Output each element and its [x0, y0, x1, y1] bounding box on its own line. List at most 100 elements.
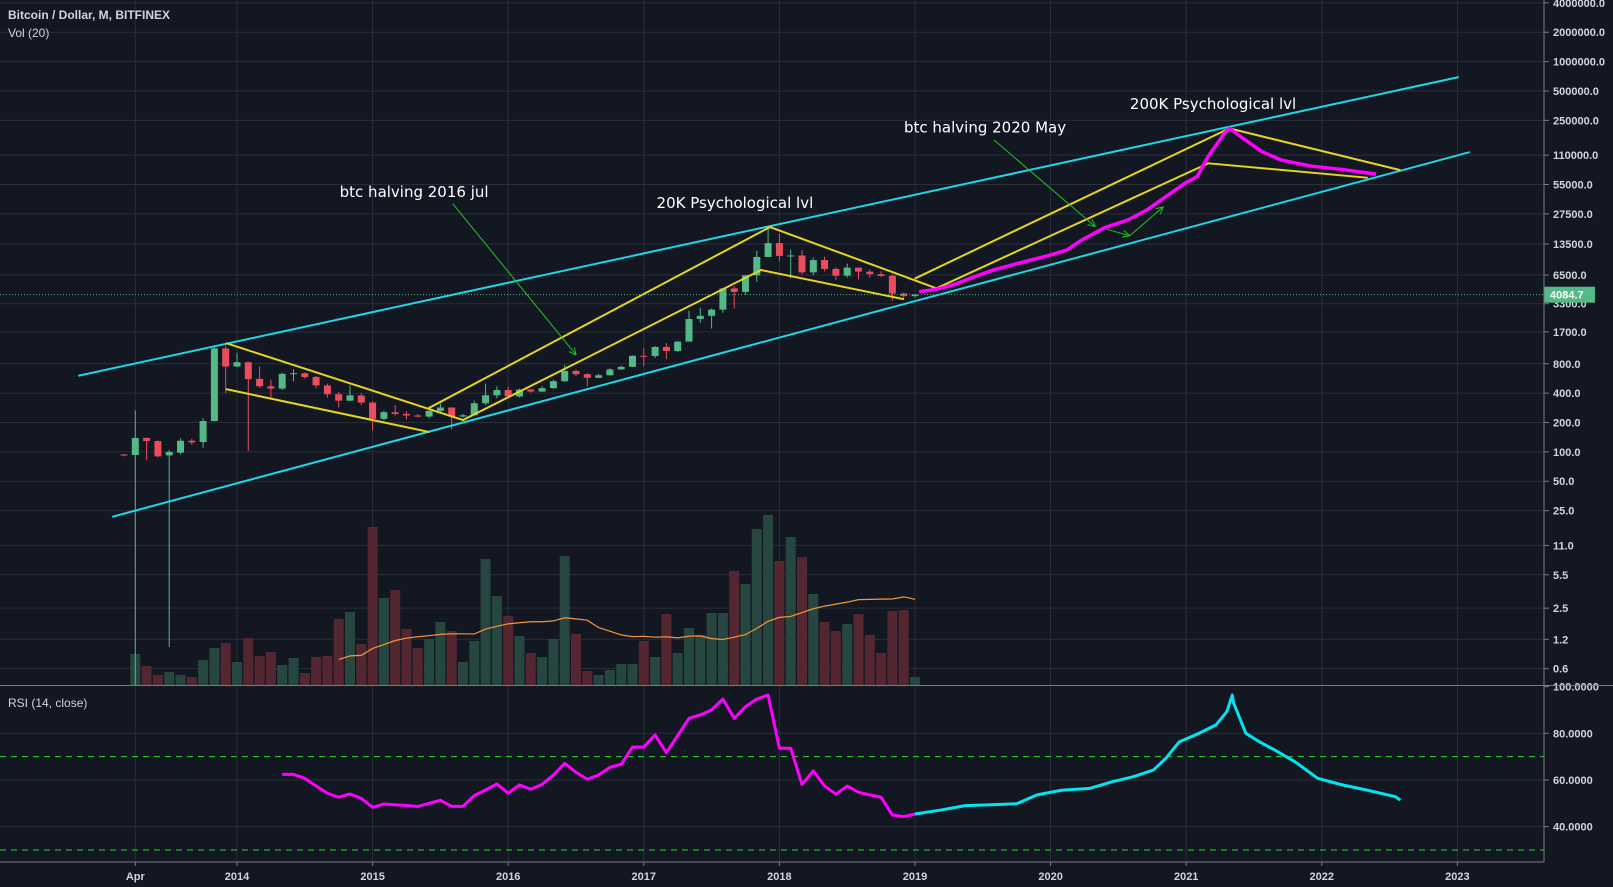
volume-bar: [570, 634, 581, 685]
volume-bar: [152, 675, 163, 685]
volume-bar: [887, 611, 898, 685]
wedge-trendline[interactable]: [1207, 162, 1368, 179]
arrow[interactable]: [1106, 228, 1131, 238]
candle-body: [628, 355, 636, 367]
volume-bar: [616, 664, 627, 685]
annotation-text[interactable]: btc halving 2016 jul: [340, 183, 489, 201]
price-tick-label: 6500.0: [1553, 270, 1587, 282]
price-tick-label: 0.6: [1553, 664, 1568, 676]
candle: [278, 372, 286, 391]
arrow[interactable]: [1129, 206, 1164, 237]
price-tick-label: 100.0: [1553, 447, 1581, 459]
volume-bar: [164, 672, 175, 685]
candle-body: [538, 388, 546, 392]
volume-bar: [435, 622, 446, 685]
candle: [651, 346, 659, 359]
candle: [730, 286, 738, 309]
channel-trendline[interactable]: [111, 151, 1470, 518]
volume-bar: [763, 515, 774, 685]
arrow-head: [1123, 230, 1131, 237]
candle: [222, 345, 230, 394]
rsi-projection-path[interactable]: [914, 693, 1402, 816]
annotation-text[interactable]: 20K Psychological lvl: [657, 194, 814, 212]
wedge-trendline[interactable]: [914, 127, 1231, 280]
candle: [527, 389, 535, 393]
volume-bar: [175, 675, 186, 685]
volume-bar: [808, 594, 819, 685]
candle: [821, 256, 829, 272]
volume-bar: [243, 638, 254, 685]
rsi-legend[interactable]: RSI (14, close): [8, 696, 88, 710]
candle-body: [730, 288, 738, 292]
candle-body: [640, 355, 648, 357]
candle-body: [866, 271, 874, 275]
wedge-trendline[interactable]: [428, 226, 772, 409]
symbol-title[interactable]: Bitcoin / Dollar, M, BITFINEX: [8, 8, 171, 22]
volume-bar: [254, 656, 265, 685]
arrow-head: [1159, 206, 1164, 215]
volume-bar: [378, 598, 389, 685]
volume-bar: [729, 571, 740, 685]
time-tick-label: 2018: [767, 871, 791, 883]
candle-body: [617, 366, 625, 370]
candle-body: [888, 275, 896, 294]
volume-bar: [830, 631, 841, 685]
candle-body: [719, 288, 727, 310]
candle: [515, 388, 523, 398]
candle-body: [561, 370, 569, 382]
volume-bar: [356, 644, 367, 685]
wedge-trendline[interactable]: [225, 388, 431, 433]
time-tick-label: Apr: [126, 871, 146, 883]
volume-ma-line: [338, 596, 916, 661]
wedge-trendline[interactable]: [225, 342, 465, 422]
candle: [267, 379, 275, 400]
annotation-text[interactable]: btc halving 2020 May: [904, 119, 1066, 137]
volume-bar: [785, 537, 796, 685]
price-tick-label: 25.0: [1553, 506, 1574, 518]
wedge-trendline[interactable]: [759, 269, 904, 300]
candle-body: [357, 395, 365, 403]
wedge-trendline[interactable]: [1228, 127, 1401, 171]
volume-bar: [672, 653, 683, 685]
annotation-text[interactable]: 200K Psychological lvl: [1130, 95, 1296, 113]
volume-bar: [299, 673, 310, 685]
volume-bar: [265, 652, 276, 685]
price-projection-path[interactable]: [918, 126, 1377, 294]
volume-legend[interactable]: Vol (20): [8, 26, 50, 40]
volume-bar: [469, 641, 480, 685]
candle: [764, 227, 772, 257]
volume-bar: [661, 614, 672, 685]
candle: [798, 250, 806, 275]
arrow-shaft: [1106, 228, 1130, 237]
candle-body: [436, 407, 444, 411]
arrow-shaft: [993, 139, 1096, 228]
volume-bar: [186, 677, 197, 685]
price-tick-label: 500000.0: [1553, 86, 1599, 98]
volume-bar: [277, 665, 288, 685]
candle: [911, 294, 919, 298]
arrow[interactable]: [993, 139, 1096, 228]
arrow[interactable]: [452, 203, 577, 356]
candle-body: [877, 274, 885, 276]
wedge-trendline[interactable]: [935, 162, 1210, 290]
candle-body: [798, 255, 806, 273]
arrow-head: [1091, 219, 1096, 227]
volume-bar: [638, 641, 649, 685]
candle-body: [402, 413, 410, 416]
volume-bar: [390, 590, 401, 685]
candle-body: [708, 309, 716, 316]
volume-bar: [311, 657, 322, 685]
volume-bar: [853, 614, 864, 685]
candle-body: [414, 415, 422, 417]
volume-bar: [842, 624, 853, 685]
wedge-trendline[interactable]: [769, 226, 938, 290]
channel-trendline[interactable]: [78, 76, 1459, 377]
price-tick-label: 1.2: [1553, 634, 1568, 646]
candle: [719, 287, 727, 313]
candle-body: [369, 402, 377, 419]
time-tick-label: 2014: [225, 871, 250, 883]
candle: [775, 233, 783, 262]
volume-bar: [288, 658, 299, 685]
candle-body: [493, 390, 501, 396]
